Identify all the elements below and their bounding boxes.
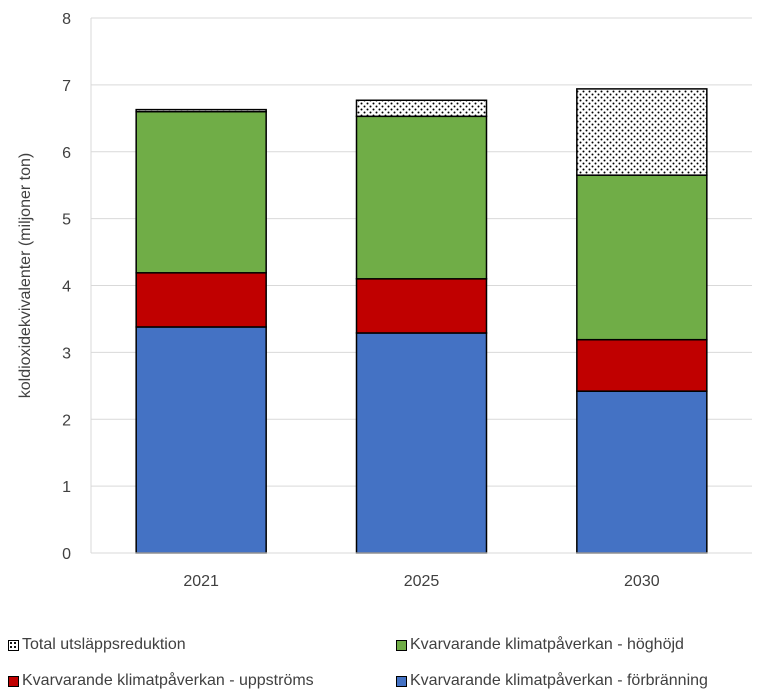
x-tick-label: 2030 [624, 573, 660, 590]
y-tick-label: 2 [62, 412, 71, 429]
y-tick-label: 5 [62, 212, 71, 229]
y-tick-label: 4 [62, 279, 71, 296]
bar-segment-2025-s2 [355, 115, 488, 280]
y-axis-ticks: 0 1 2 3 4 5 6 7 8 [62, 11, 71, 563]
bar-segment-2030-s3 [576, 88, 708, 176]
bars [135, 88, 708, 554]
y-tick-label: 8 [62, 11, 71, 28]
legend-label: Kvarvarande klimatpåverkan - förbränning [410, 672, 708, 689]
bar-segment-2030-s0 [576, 390, 708, 554]
bar-segment-2021-s3 [135, 108, 267, 113]
x-tick-label: 2021 [183, 573, 219, 590]
y-tick-label: 0 [62, 546, 71, 563]
bar-segment-2030-s1 [576, 338, 708, 392]
legend-swatch-green [396, 639, 407, 651]
x-tick-label: 2025 [404, 573, 440, 590]
bar-segment-2030-s2 [576, 174, 708, 341]
stacked-bar-chart: 0 1 2 3 4 5 6 7 8 2021 2025 2030 koldioxidekvivale… [17, 11, 752, 590]
legend-item-uppstroms: Kvarvarande klimatpåverkan - uppströms [8, 672, 314, 690]
legend: Total utsläppsreduktion Kvarvarande klim… [0, 600, 762, 690]
legend-item-hoghojd: Kvarvarande klimatpåverkan - höghöjd [396, 636, 684, 654]
legend-swatch-blue [396, 675, 407, 687]
bar-segment-2025-s0 [355, 332, 488, 554]
legend-item-forbranning: Kvarvarande klimatpåverkan - förbränning [396, 672, 708, 690]
y-tick-label: 6 [62, 145, 71, 162]
legend-swatch-dots [8, 639, 19, 651]
x-axis-ticks: 2021 2025 2030 [183, 573, 659, 590]
bar-segment-2025-s3 [355, 99, 488, 118]
legend-label: Kvarvarande klimatpåverkan - höghöjd [410, 636, 684, 653]
legend-swatch-red [8, 675, 19, 687]
legend-item-total-reduction: Total utsläppsreduktion [8, 636, 186, 654]
y-tick-label: 3 [62, 345, 71, 362]
bar-segment-2021-s2 [135, 110, 267, 274]
bar-segment-2021-s1 [135, 272, 267, 328]
legend-label: Kvarvarande klimatpåverkan - uppströms [22, 672, 314, 689]
bar-segment-2025-s1 [355, 278, 488, 334]
y-tick-label: 7 [62, 78, 71, 95]
y-tick-label: 1 [62, 479, 71, 496]
y-axis-label: koldioxidekvivalenter (miljoner ton) [17, 153, 34, 398]
bar-segment-2021-s0 [135, 326, 267, 554]
legend-label: Total utsläppsreduktion [22, 636, 186, 653]
